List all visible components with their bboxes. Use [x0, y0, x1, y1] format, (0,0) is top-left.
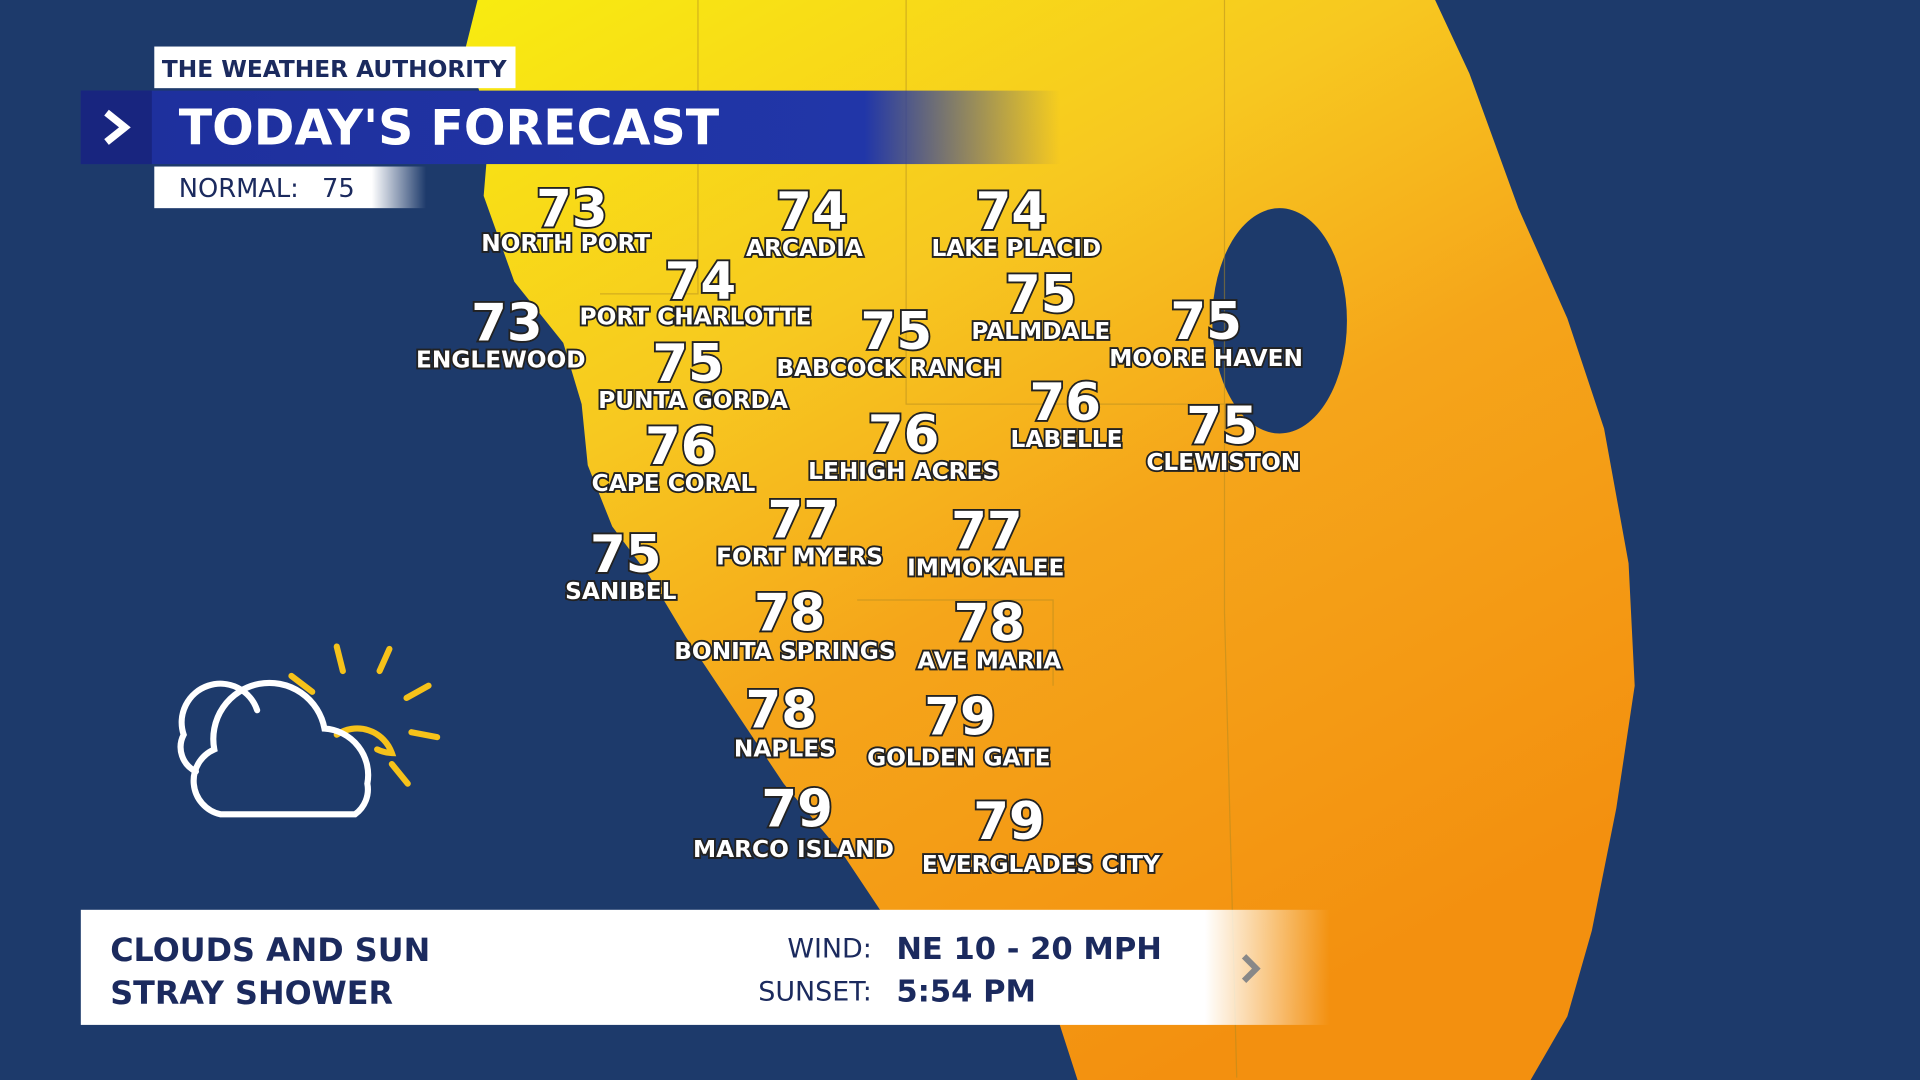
city-temp: 75 — [1005, 265, 1077, 325]
city-name: MOORE HAVEN — [1109, 345, 1303, 372]
wind-label: WIND: — [787, 934, 872, 965]
city-name: LEHIGH ACRES — [808, 458, 999, 485]
city-name: SANIBEL — [565, 578, 676, 605]
city-name: PALMDALE — [971, 318, 1110, 345]
chevron-box — [80, 90, 152, 165]
condition: CLOUDS AND SUN — [110, 931, 430, 969]
city-temp: 77 — [951, 502, 1023, 562]
city-temp: 76 — [1030, 373, 1102, 433]
city-name: LABELLE — [1011, 426, 1123, 453]
footer-chevron — [1241, 954, 1261, 983]
city-temp: 75 — [652, 334, 724, 394]
city-name: EVERGLADES CITY — [922, 851, 1161, 878]
city-temp: 74 — [776, 182, 848, 242]
footer-box — [80, 909, 1330, 1025]
city-name: BONITA SPRINGS — [674, 638, 895, 665]
condition: STRAY SHOWER — [110, 974, 393, 1012]
normal-label: NORMAL: — [179, 174, 299, 204]
city-temp: 75 — [590, 525, 662, 585]
sunset-label: SUNSET: — [758, 976, 872, 1007]
city-temp: 74 — [976, 182, 1048, 242]
city-temp: 77 — [767, 491, 839, 551]
normal-value: 75 — [322, 174, 355, 204]
city-name: NORTH PORT — [481, 230, 650, 257]
city-temp: 79 — [761, 780, 833, 840]
florida-land — [465, 0, 1635, 1080]
city-temp: 76 — [645, 417, 717, 477]
brand: THE WEATHER AUTHORITY — [162, 56, 508, 83]
city-temp: 75 — [1186, 396, 1258, 456]
sunset: 5:54 PM — [896, 975, 1036, 1010]
title-banner — [80, 90, 1061, 165]
city-temp: 78 — [754, 584, 826, 644]
city-name: ARCADIA — [746, 235, 863, 262]
city-name: BABCOCK RANCH — [776, 355, 1001, 382]
city-name: MARCO ISLAND — [693, 836, 894, 863]
city-temp: 78 — [745, 680, 817, 740]
city-temp: 75 — [1170, 292, 1242, 352]
city-name: CAPE CORAL — [592, 470, 756, 497]
city-name: PORT CHARLOTTE — [580, 303, 812, 330]
city-name: PUNTA GORDA — [598, 387, 788, 414]
brand-box — [154, 46, 516, 89]
city-temp: 79 — [973, 792, 1045, 852]
city-name: ENGLEWOOD — [416, 346, 586, 373]
weather-icon — [177, 643, 441, 818]
city-temp: 78 — [954, 593, 1026, 653]
city-name: AVE MARIA — [917, 648, 1061, 675]
wind: NE 10 - 20 MPH — [896, 932, 1162, 967]
city-temp: 76 — [868, 405, 940, 465]
city-name: CLEWISTON — [1146, 449, 1300, 476]
city-name: GOLDEN GATE — [867, 744, 1050, 771]
chevron — [104, 109, 131, 145]
lake-okeechobee — [1212, 208, 1347, 434]
city-name: NAPLES — [734, 736, 836, 763]
city-name: IMMOKALEE — [907, 555, 1064, 582]
city-temp: 73 — [471, 293, 543, 353]
city-name: FORT MYERS — [716, 543, 883, 570]
title: TODAY'S FORECAST — [179, 99, 720, 156]
city-temp: 74 — [665, 252, 737, 312]
city-temp: 73 — [536, 180, 608, 240]
city-temp: 75 — [861, 302, 933, 362]
normal-box — [154, 166, 427, 209]
city-name: LAKE PLACID — [931, 235, 1101, 262]
city-temp: 79 — [924, 688, 996, 748]
